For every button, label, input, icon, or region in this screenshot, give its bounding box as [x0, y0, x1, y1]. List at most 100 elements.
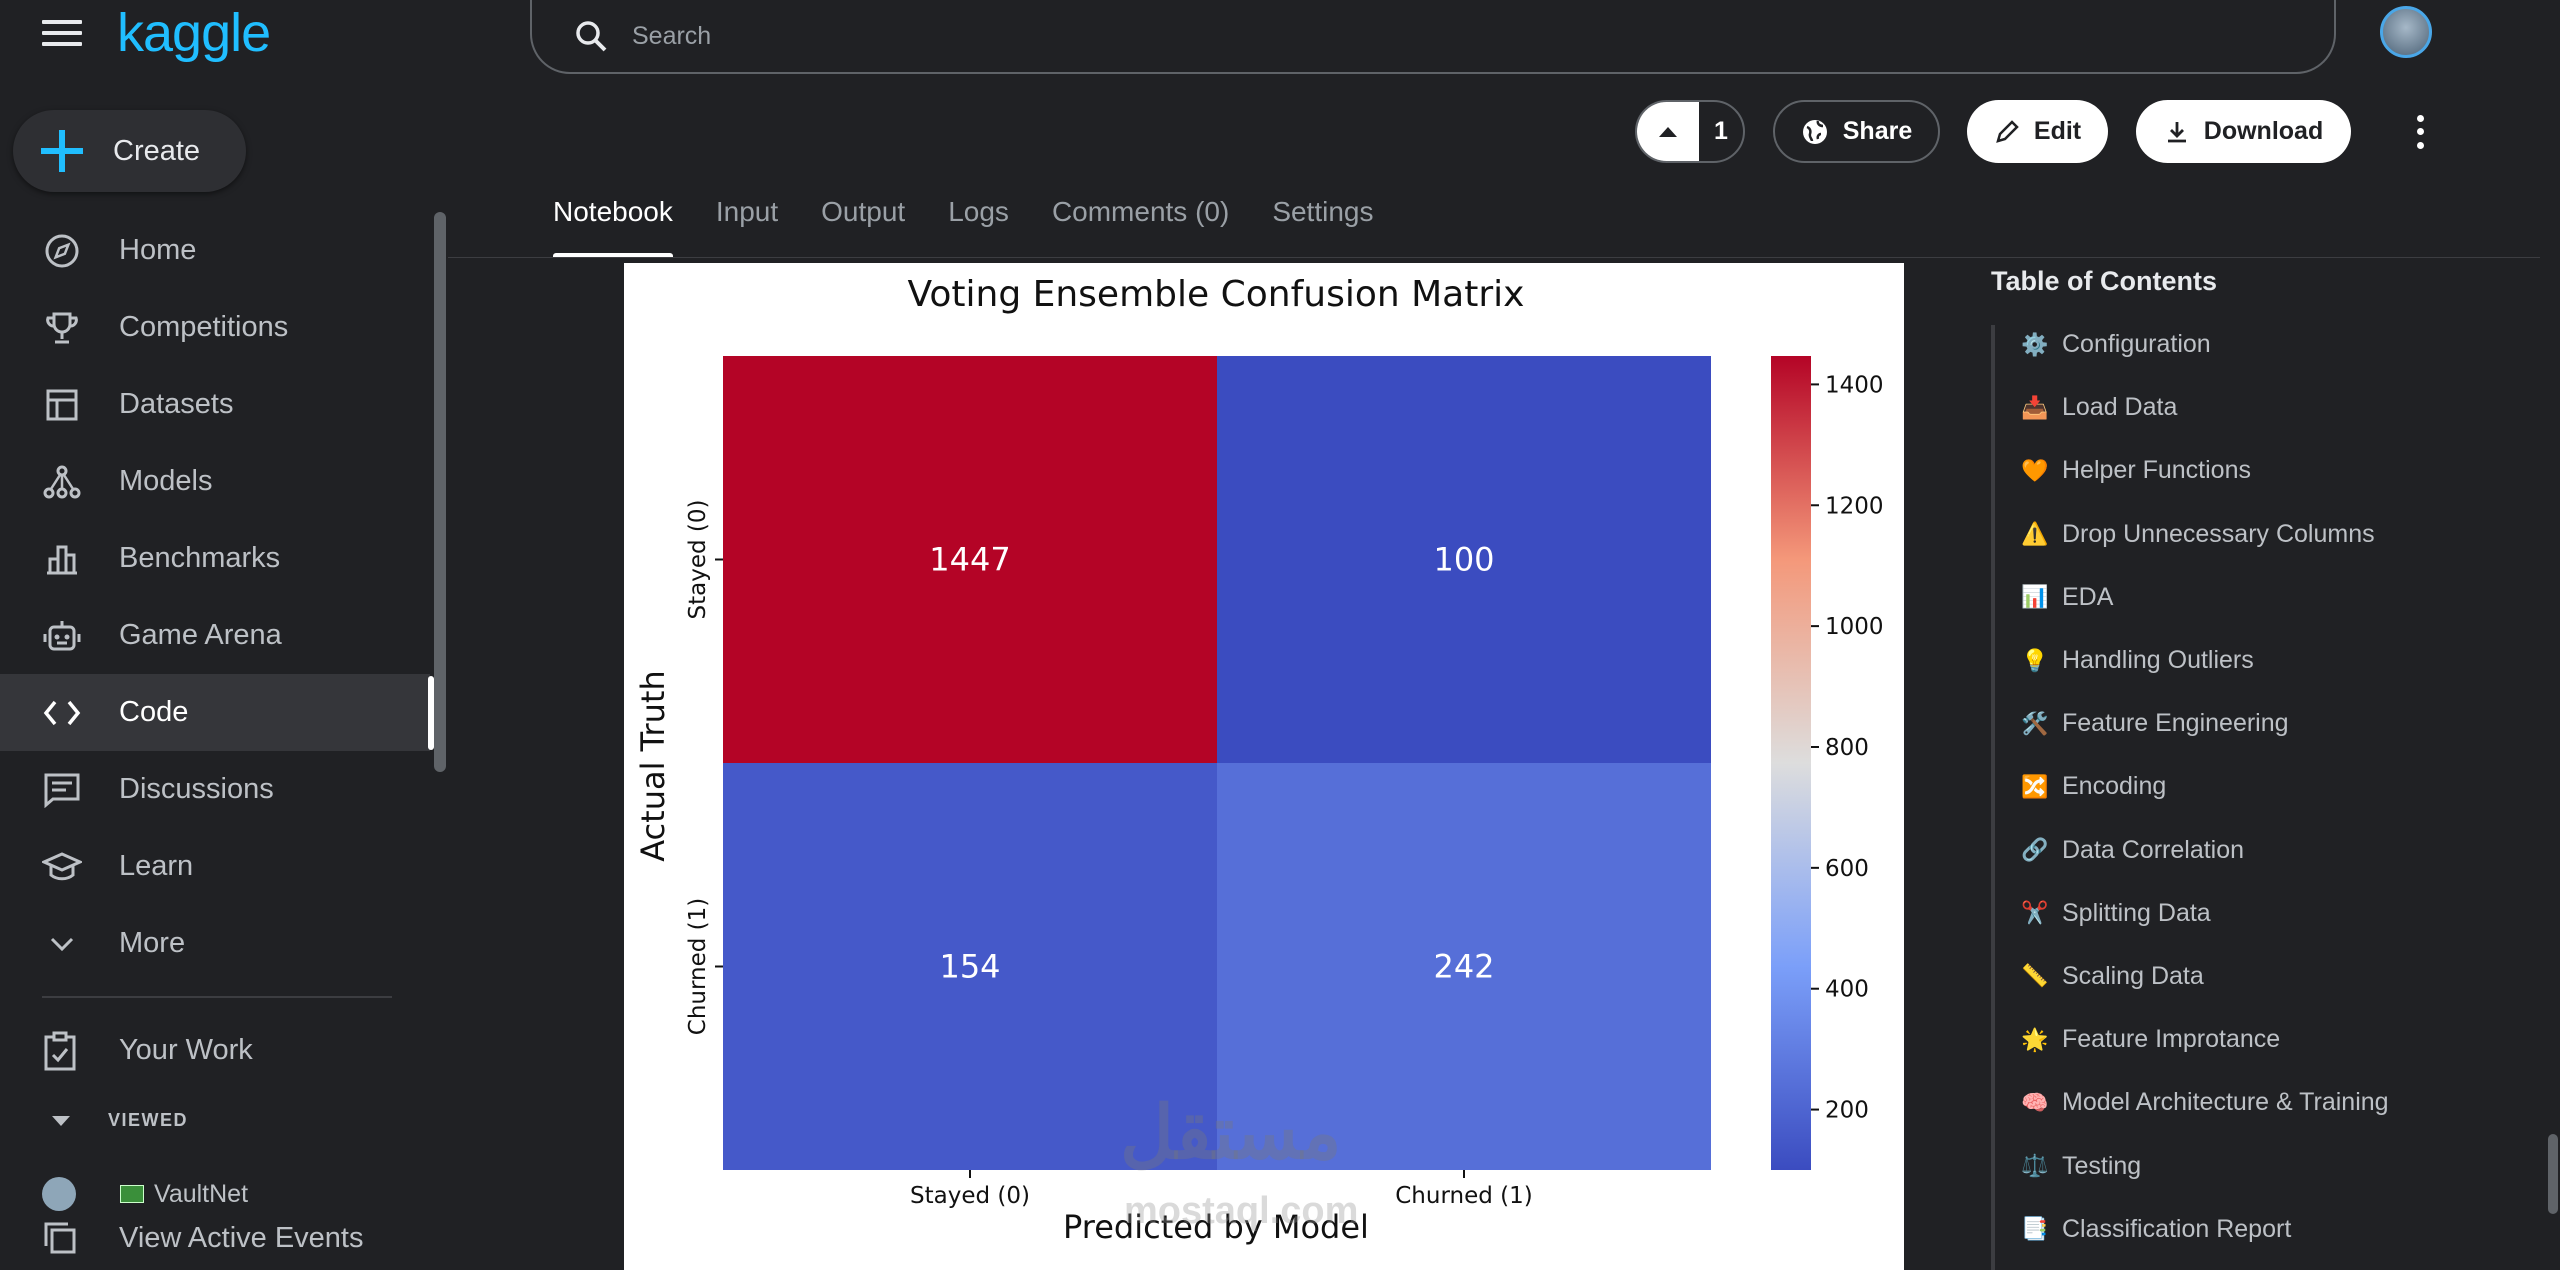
sidebar-item-game-arena[interactable]: Game Arena [0, 597, 430, 674]
tabs-divider [448, 257, 2540, 258]
money-icon [120, 1185, 144, 1203]
view-active-events-button[interactable]: View Active Events [0, 1210, 430, 1266]
toc-emoji-icon: 🌟 [2021, 1026, 2049, 1052]
colorbar-tick-label: 1400 [1825, 372, 1884, 398]
more-options-icon[interactable] [2408, 112, 2432, 152]
toc-item[interactable]: ✂️ Splitting Data [2021, 882, 2389, 945]
heatmap-cell [1217, 356, 1711, 763]
toc-item[interactable]: 🧠 Model Architecture & Training [2021, 1071, 2389, 1134]
toc-item[interactable]: ⚙️ Configuration [2021, 313, 2389, 376]
colorbar-tick-label: 400 [1825, 977, 1869, 1003]
sidebar-scrollbar[interactable] [434, 212, 446, 772]
plus-icon [41, 130, 83, 172]
chart-title: Voting Ensemble Confusion Matrix [908, 274, 1525, 315]
sidebar-item-datasets[interactable]: Datasets [0, 366, 430, 443]
chevron-down-icon [42, 924, 82, 964]
toc-item[interactable]: 📑 Classification Report [2021, 1198, 2389, 1261]
user-avatar[interactable] [2380, 6, 2432, 58]
toc-item-label: Drop Unnecessary Columns [2062, 519, 2375, 548]
heatmap-cell [723, 356, 1217, 763]
create-button[interactable]: Create [13, 110, 246, 192]
sidebar-item-your-work[interactable]: Your Work [0, 1012, 430, 1089]
trophy-icon [42, 308, 82, 348]
menu-icon[interactable] [42, 20, 82, 50]
caret-up-icon [1659, 126, 1677, 137]
sidebar-item-code[interactable]: Code [0, 674, 430, 751]
toc-item[interactable]: 🌟 Feature Improtance [2021, 1008, 2389, 1071]
toc-emoji-icon: 🛠️ [2021, 710, 2049, 736]
colorbar-tick-label: 600 [1825, 856, 1869, 882]
tab-input[interactable]: Input [715, 196, 779, 227]
toc-item[interactable]: 🔗 Data Correlation [2021, 819, 2389, 882]
toc-item[interactable]: 📥 Load Data [2021, 376, 2389, 439]
tab-comments[interactable]: Comments (0) [1051, 196, 1230, 227]
clipboard-icon [42, 1031, 78, 1071]
model-icon [42, 462, 82, 502]
sidebar-item-competitions[interactable]: Competitions [0, 289, 430, 366]
x-tick-label: Churned (1) [1395, 1183, 1532, 1209]
page-scrollbar[interactable] [2548, 1134, 2558, 1214]
search-input[interactable] [630, 20, 2134, 52]
compass-icon [42, 231, 82, 271]
toc-emoji-icon: 📑 [2021, 1216, 2049, 1242]
pencil-icon [1996, 119, 2019, 143]
toc-item-label: Feature Engineering [2062, 709, 2289, 738]
caret-down-icon [52, 1115, 70, 1126]
x-tick-label: Stayed (0) [910, 1183, 1030, 1209]
toc-emoji-icon: 🔀 [2021, 773, 2049, 799]
sidebar-item-discussions[interactable]: Discussions [0, 751, 430, 828]
share-button[interactable]: Share [1773, 100, 1940, 163]
y-tick-label: Churned (1) [685, 898, 711, 1035]
table-of-contents: ⚙️ Configuration 📥 Load Data 🧡 Helper Functio… [2021, 313, 2389, 1261]
toc-item-label: Scaling Data [2062, 961, 2204, 990]
toc-item-label: Model Architecture & Training [2062, 1088, 2389, 1117]
toc-item[interactable]: 📏 Scaling Data [2021, 945, 2389, 1008]
search-bar[interactable] [530, 0, 2336, 74]
toc-title: Table of Contents [1991, 266, 2217, 296]
toc-item[interactable]: 💡 Handling Outliers [2021, 629, 2389, 692]
toc-emoji-icon: ⚠️ [2021, 521, 2049, 547]
toc-item-label: Splitting Data [2062, 898, 2211, 927]
avatar [42, 1177, 76, 1211]
y-axis-label: Actual Truth [634, 670, 672, 862]
tab-output[interactable]: Output [821, 196, 906, 227]
heatmap-cell [723, 763, 1217, 1170]
sidebar: kaggle Create Home Competitions Datasets… [0, 0, 448, 1270]
cell-value-label: 242 [1433, 948, 1494, 986]
tab-logs[interactable]: Logs [948, 196, 1009, 227]
toc-emoji-icon: ⚙️ [2021, 331, 2049, 357]
sidebar-item-benchmarks[interactable]: Benchmarks [0, 520, 430, 597]
sidebar-item-learn[interactable]: Learn [0, 828, 430, 905]
toc-emoji-icon: 📊 [2021, 584, 2049, 610]
robot-icon [42, 616, 82, 656]
toc-item[interactable]: 🔀 Encoding [2021, 755, 2389, 818]
edit-button[interactable]: Edit [1967, 100, 2108, 163]
toc-item[interactable]: 🧡 Helper Functions [2021, 439, 2389, 502]
toc-item-label: Classification Report [2062, 1214, 2292, 1243]
graduation-cap-icon [42, 847, 82, 887]
toc-item[interactable]: ⚖️ Testing [2021, 1134, 2389, 1197]
colorbar-tick-label: 200 [1825, 1098, 1869, 1124]
toc-item[interactable]: ⚠️ Drop Unnecessary Columns [2021, 503, 2389, 566]
kaggle-logo[interactable]: kaggle [117, 3, 271, 63]
sidebar-item-models[interactable]: Models [0, 443, 430, 520]
tab-settings[interactable]: Settings [1272, 196, 1374, 227]
download-button[interactable]: Download [2136, 100, 2351, 163]
toc-item-label: Helper Functions [2062, 456, 2251, 485]
cell-value-label: 154 [939, 948, 1000, 986]
upvote-button[interactable] [1637, 102, 1699, 161]
tab-notebook[interactable]: Notebook [553, 196, 673, 258]
sidebar-nav: Home Competitions Datasets Models Benchm… [0, 212, 430, 982]
active-indicator [428, 676, 434, 750]
toc-item[interactable]: 📊 EDA [2021, 566, 2389, 629]
toc-item-label: Handling Outliers [2062, 646, 2254, 675]
toc-item[interactable]: 🛠️ Feature Engineering [2021, 692, 2389, 755]
viewed-section-toggle[interactable]: VIEWED [52, 1110, 188, 1131]
sidebar-item-home[interactable]: Home [0, 212, 430, 289]
toc-emoji-icon: 🧠 [2021, 1089, 2049, 1115]
notebook-output-figure: Voting Ensemble Confusion Matrix 1447 100… [624, 263, 1904, 1270]
colorbar [1771, 356, 1811, 1170]
y-tick-label: Stayed (0) [685, 500, 711, 620]
sidebar-item-more[interactable]: More [0, 905, 430, 982]
viewed-item-vaultnet[interactable]: VaultNet [42, 1174, 248, 1214]
